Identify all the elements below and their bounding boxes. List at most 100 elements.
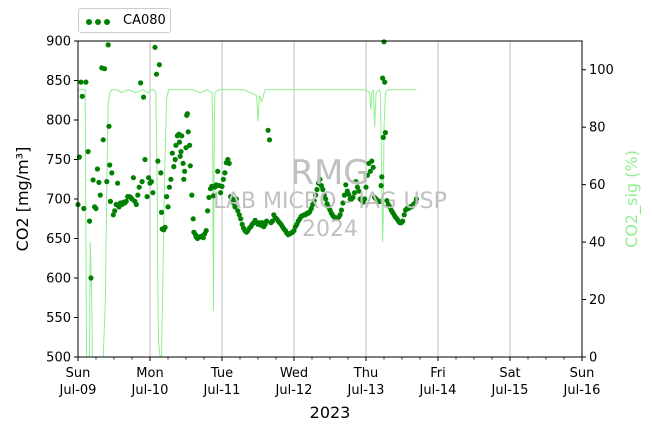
watermark: RMG LAB MICRO - IAG USP 2024 — [213, 153, 447, 242]
ca080-point — [351, 190, 358, 196]
x-tick-date: Jul-16 — [563, 383, 601, 398]
left-tick-label: 800 — [46, 114, 71, 129]
x-axis-title: 2023 — [310, 403, 351, 422]
ca080-point — [97, 192, 103, 198]
ca080-point — [323, 196, 329, 202]
ca080-point — [382, 79, 388, 85]
right-y-axis-title: CO2_sig (%) — [622, 150, 642, 248]
legend-label: CA080 — [123, 13, 166, 28]
ca080-point — [139, 179, 145, 185]
x-tick-day: Wed — [280, 366, 308, 381]
ca080-point — [133, 201, 139, 208]
ca080-point — [166, 184, 172, 190]
ca080-point — [156, 62, 162, 68]
watermark-line-1: RMG — [290, 153, 369, 193]
ca080-point — [104, 179, 110, 185]
legend: CA080 — [78, 8, 171, 33]
ca080-point — [367, 168, 373, 174]
ca080-point — [354, 184, 360, 190]
ca080-point — [190, 216, 196, 222]
x-axis: Sun Jul-09 Mon Jul-10 Tue Jul-11 Wed Jul-12 Thu J… — [59, 357, 601, 398]
ca080-point — [384, 198, 390, 204]
right-tick-label: 100 — [589, 63, 614, 78]
ca080-point — [140, 94, 147, 100]
ca080-point — [90, 177, 96, 183]
ca080-point — [218, 190, 224, 196]
ca080-point — [222, 170, 228, 176]
x-tick-day: Thu — [353, 366, 378, 381]
ca080-point — [78, 79, 84, 85]
ca080-point — [185, 129, 191, 135]
left-tick-label: 900 — [46, 35, 71, 50]
ca080-point — [265, 127, 271, 133]
ca080-point — [210, 193, 216, 199]
ca080-point — [172, 156, 178, 163]
left-tick-label: 500 — [46, 351, 71, 366]
ca080-point — [144, 194, 150, 200]
ca080-point — [153, 71, 160, 77]
ca080-point — [123, 198, 129, 204]
ca080-point — [364, 172, 370, 178]
left-y-axis-title: CO2 [mg/m³] — [13, 147, 32, 252]
ca080-point — [142, 156, 148, 163]
ca080-point — [83, 79, 89, 85]
x-tick-day: Sun — [570, 366, 595, 381]
ca080-point — [171, 164, 177, 170]
co2-sig-line — [78, 88, 417, 358]
ca080-point — [106, 123, 112, 129]
watermark-line-3: 2024 — [302, 217, 358, 242]
ca080-point — [177, 153, 183, 159]
ca080-point — [109, 170, 115, 176]
ca080-point — [314, 186, 320, 193]
ca080-point — [112, 208, 118, 214]
ca080-point — [148, 179, 154, 185]
ca080-point — [88, 275, 94, 281]
ca080-point — [381, 39, 387, 45]
ca080-point — [311, 198, 317, 204]
ca080-point — [380, 134, 386, 140]
ca080-point — [239, 221, 245, 227]
right-tick-label: 40 — [589, 236, 606, 251]
ca080-point — [182, 168, 188, 174]
ca080-point — [94, 166, 100, 172]
x-tick-day: Fri — [430, 366, 446, 381]
ca080-point — [225, 156, 231, 163]
ca080-point — [238, 216, 244, 222]
ca080-point — [102, 66, 108, 72]
ca080-point — [136, 184, 142, 190]
ca080-series — [75, 39, 419, 281]
legend-marker-icon — [86, 19, 116, 25]
ca080-point — [377, 198, 383, 204]
ca080-point — [382, 130, 388, 136]
ca080-point — [230, 200, 237, 206]
ca080-point — [155, 158, 161, 164]
ca080-point — [264, 218, 270, 224]
x-tick-date: Jul-14 — [419, 383, 457, 398]
ca080-point — [350, 194, 356, 200]
left-tick-label: 700 — [46, 193, 71, 208]
ca080-point — [146, 175, 152, 181]
left-tick-label: 550 — [46, 311, 71, 326]
ca080-point — [313, 192, 319, 198]
ca080-point — [105, 42, 111, 48]
ca080-point — [107, 162, 113, 168]
ca080-point — [226, 160, 232, 166]
ca080-point — [135, 192, 141, 198]
left-tick-label: 650 — [46, 232, 71, 247]
ca080-point — [178, 149, 184, 155]
ca080-point — [220, 176, 226, 182]
ca080-point — [215, 168, 221, 174]
ca080-point — [362, 196, 368, 202]
x-tick-day: Mon — [136, 366, 163, 381]
ca080-point — [356, 188, 362, 194]
ca080-point — [232, 204, 238, 210]
ca080-point — [184, 111, 190, 117]
ca080-point — [401, 212, 407, 218]
ca080-point — [158, 170, 164, 176]
ca080-point — [173, 142, 179, 148]
ca080-point — [158, 209, 165, 215]
ca080-point — [338, 207, 345, 213]
x-tick-date: Jul-13 — [347, 383, 385, 398]
ca080-point — [176, 139, 183, 145]
ca080-point — [310, 201, 316, 208]
